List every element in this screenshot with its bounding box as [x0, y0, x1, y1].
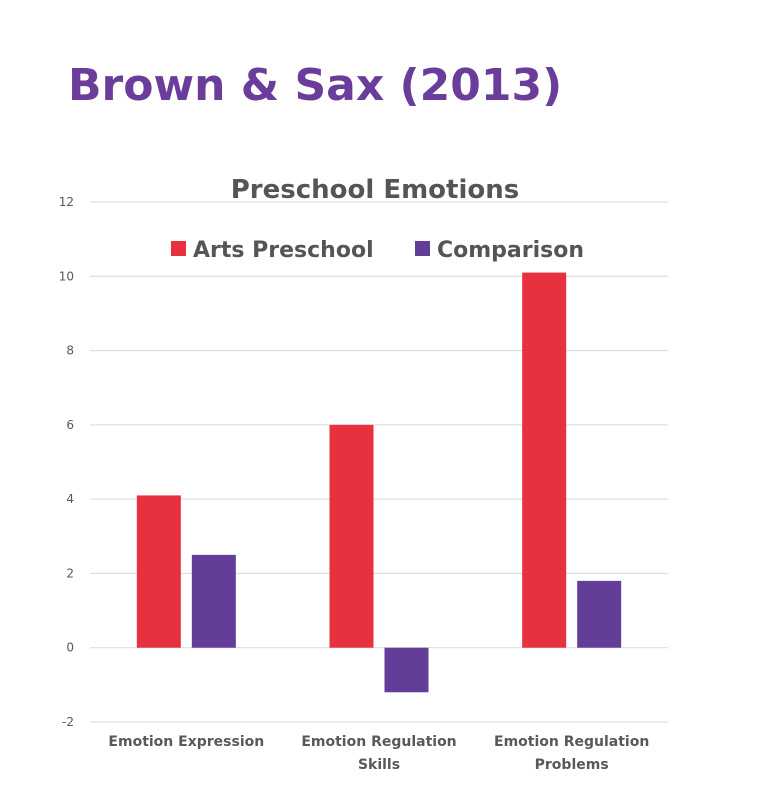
- legend-label: Arts Preschool: [193, 238, 374, 263]
- y-tick-label: 10: [59, 269, 74, 283]
- bar-arts-preschool: [522, 272, 567, 648]
- y-tick-label: 12: [59, 195, 74, 209]
- y-tick-label: 8: [66, 344, 74, 358]
- page-heading: Brown & Sax (2013): [68, 60, 563, 111]
- legend-swatch: [171, 241, 186, 256]
- x-tick-label: Emotion Regulation: [494, 734, 649, 750]
- chart-title: Preschool Emotions: [231, 175, 520, 205]
- x-tick-label: Problems: [535, 757, 609, 773]
- bar-comparison: [191, 554, 236, 648]
- y-tick-label: -2: [62, 715, 74, 729]
- y-tick-label: 2: [66, 566, 74, 580]
- x-tick-label: Skills: [358, 757, 400, 773]
- bar-arts-preschool: [136, 495, 181, 648]
- legend-label: Comparison: [437, 238, 584, 263]
- y-tick-label: 0: [66, 641, 74, 655]
- legend-swatch: [415, 241, 430, 256]
- x-tick-label: Emotion Regulation: [301, 734, 456, 750]
- y-tick-label: 6: [66, 418, 74, 432]
- bar-comparison: [384, 647, 429, 693]
- bar-comparison: [577, 580, 622, 648]
- y-tick-label: 4: [66, 492, 74, 506]
- bar-arts-preschool: [329, 424, 374, 648]
- x-tick-label: Emotion Expression: [108, 734, 264, 750]
